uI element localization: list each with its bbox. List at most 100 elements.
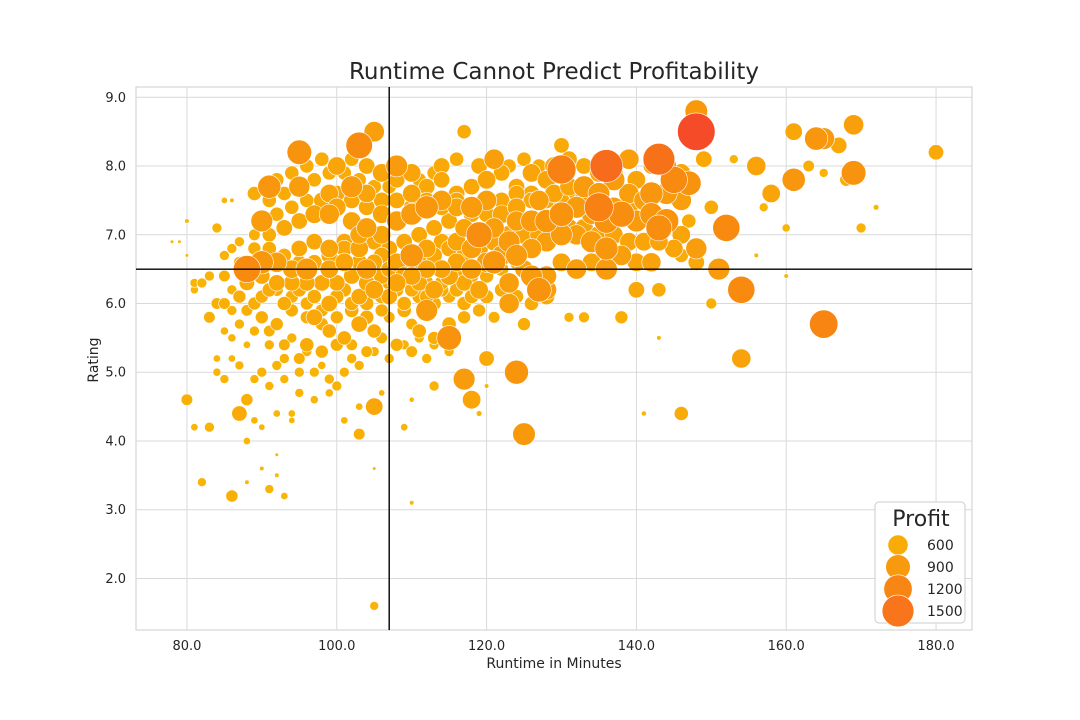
data-point	[350, 315, 368, 333]
data-point	[288, 175, 311, 198]
data-point	[460, 196, 483, 219]
data-point	[203, 311, 216, 324]
data-point	[220, 196, 228, 204]
legend-label: 1500	[927, 604, 963, 620]
data-point	[505, 244, 528, 267]
data-point	[498, 293, 520, 314]
y-tick-label: 7.0	[105, 228, 126, 243]
data-point	[353, 428, 366, 441]
data-point	[589, 149, 624, 183]
data-point	[512, 422, 536, 446]
data-point	[642, 143, 676, 176]
data-point	[405, 345, 418, 358]
y-tick-label: 6.0	[105, 297, 126, 312]
data-point	[232, 289, 247, 304]
data-point	[284, 199, 300, 215]
data-point	[225, 489, 239, 503]
data-point	[212, 367, 222, 377]
data-point	[705, 297, 718, 310]
y-tick-label: 9.0	[105, 91, 126, 106]
data-point	[364, 280, 384, 300]
data-point	[257, 174, 282, 199]
data-point	[462, 390, 482, 410]
data-point	[681, 213, 697, 229]
data-point	[360, 345, 373, 358]
data-point	[548, 201, 575, 227]
data-point	[234, 360, 245, 371]
data-point	[436, 325, 462, 351]
data-point	[331, 380, 343, 392]
data-point	[843, 114, 865, 136]
x-tick-label: 160.0	[768, 639, 805, 654]
data-point	[408, 396, 415, 403]
data-point	[516, 151, 532, 167]
legend: Profit 600 900 1200 1500	[874, 501, 966, 628]
data-point	[594, 236, 619, 261]
data-point	[345, 131, 373, 159]
data-point	[528, 189, 550, 211]
data-point	[584, 192, 614, 223]
data-point	[504, 359, 529, 385]
data-point	[369, 601, 380, 611]
data-point	[746, 156, 767, 176]
data-point	[242, 436, 251, 445]
data-point	[366, 323, 382, 339]
legend-marker	[881, 594, 915, 628]
data-point	[227, 333, 237, 343]
data-point	[456, 124, 472, 140]
data-point	[269, 317, 284, 331]
data-point	[712, 213, 741, 242]
data-point	[254, 310, 269, 325]
data-point	[287, 409, 296, 418]
data-point	[484, 383, 490, 389]
data-point	[578, 311, 590, 324]
data-point	[290, 212, 308, 230]
data-point	[340, 175, 363, 198]
data-point	[731, 348, 752, 369]
data-point	[190, 423, 199, 432]
data-point	[809, 309, 839, 339]
data-point	[356, 217, 378, 239]
data-point	[329, 310, 344, 325]
data-point	[290, 240, 308, 258]
data-point	[280, 491, 289, 500]
data-point	[204, 421, 215, 433]
data-point	[180, 393, 193, 406]
data-point	[314, 344, 329, 359]
data-point	[385, 154, 408, 178]
chart-title: Runtime Cannot Predict Profitability	[349, 59, 759, 85]
y-tick-labels: 2.0 3.0 4.0 5.0 6.0 7.0 8.0 9.0	[105, 91, 126, 587]
data-point	[399, 243, 424, 268]
data-point	[469, 280, 489, 300]
x-tick-label: 80.0	[172, 639, 201, 654]
data-point	[627, 281, 645, 299]
x-tick-label: 100.0	[318, 639, 355, 654]
data-point	[279, 374, 290, 384]
data-point	[219, 326, 229, 336]
x-tick-label: 120.0	[468, 639, 505, 654]
data-point	[242, 340, 251, 349]
data-point	[212, 354, 221, 363]
data-point	[334, 252, 354, 272]
data-point	[249, 374, 260, 384]
data-point	[226, 243, 238, 254]
data-point	[855, 222, 867, 234]
data-point	[433, 171, 451, 189]
data-point	[308, 366, 320, 378]
data-point	[264, 381, 275, 391]
data-point	[781, 223, 791, 233]
data-point	[299, 337, 315, 353]
data-point	[293, 366, 305, 378]
data-point	[305, 233, 323, 251]
data-point	[452, 367, 476, 391]
data-point	[761, 184, 781, 204]
data-point	[204, 270, 215, 282]
data-point	[465, 221, 493, 249]
data-point	[218, 297, 231, 310]
reference-lines	[136, 87, 972, 630]
data-point	[781, 167, 806, 192]
data-point	[259, 465, 265, 472]
data-point	[231, 405, 248, 422]
x-tick-labels: 80.0 100.0 120.0 140.0 160.0 180.0	[172, 639, 954, 654]
